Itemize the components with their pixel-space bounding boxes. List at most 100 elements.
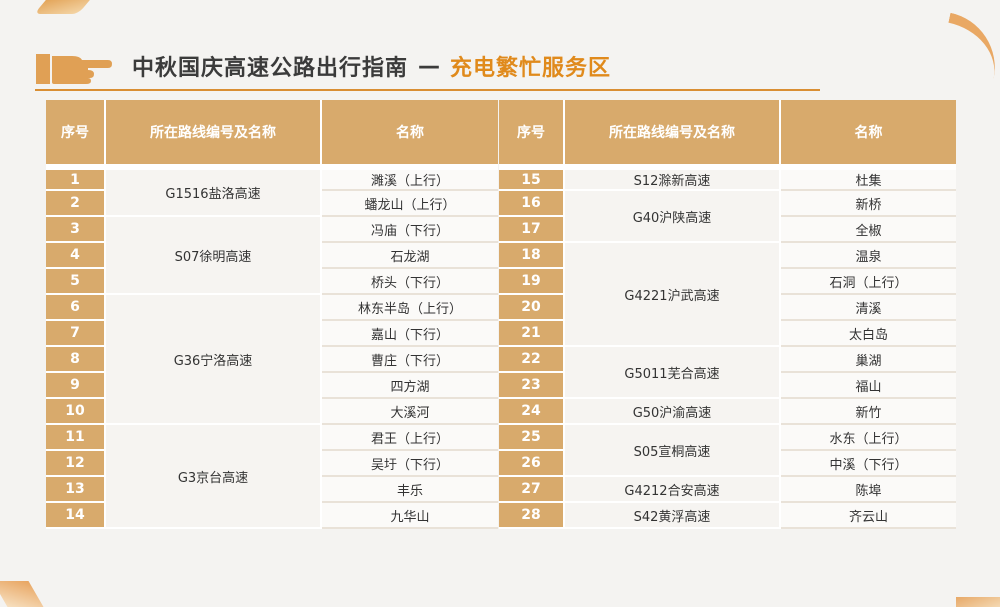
service-area-name-cell: 新桥	[781, 191, 956, 217]
service-area-name-cell: 四方湖	[322, 373, 498, 399]
service-area-name-cell: 濉溪（上行）	[322, 164, 498, 191]
table-row: 13 丰乐	[46, 477, 498, 503]
seq-cell: 4	[46, 243, 106, 269]
seq-cell: 6	[46, 295, 106, 321]
service-area-name-cell: 桥头（下行）	[322, 269, 498, 295]
table-row: 25 S05宣桐高速 水东（上行）	[499, 425, 956, 477]
table-row: 28 S42黄浮高速 齐云山	[499, 503, 956, 529]
title-accent: 充电繁忙服务区	[450, 56, 612, 81]
route-cell: S42黄浮高速	[565, 503, 781, 529]
service-area-name-cell: 君王（上行）	[322, 425, 498, 451]
header-name: 名称	[322, 100, 498, 164]
table-row: 15 S12滁新高速 杜集	[499, 164, 956, 191]
table-row: 27 G4212合安高速 陈埠	[499, 477, 956, 503]
page-title: 中秋国庆高速公路出行指南 — 充电繁忙服务区	[132, 48, 611, 84]
route-cell: G4221沪武高速	[565, 243, 781, 347]
service-area-name-cell: 林东半岛（上行）	[322, 295, 498, 321]
table-row: 10 大溪河	[46, 399, 498, 425]
seq-cell: 18	[499, 243, 565, 269]
route-cell: G4212合安高速	[565, 477, 781, 503]
title-divider	[35, 89, 820, 91]
service-area-name-cell: 石龙湖	[322, 243, 498, 269]
route-cell: G1516盐洛高速	[106, 164, 322, 217]
service-area-name-cell: 巢湖	[781, 347, 956, 373]
table-row: 23 福山	[499, 373, 956, 399]
pointing-hand-icon	[36, 54, 112, 84]
service-area-name-cell: 石洞（上行）	[781, 269, 956, 295]
seq-cell: 27	[499, 477, 565, 503]
table-row: 5 桥头（下行）	[46, 269, 498, 295]
corner-swoosh-top-right	[938, 12, 1000, 80]
seq-cell: 1	[46, 164, 106, 191]
route-cell: G3京台高速	[106, 425, 322, 529]
title-main: 中秋国庆高速公路出行指南	[132, 56, 409, 81]
route-cell: G5011芜合高速	[565, 347, 781, 399]
table-row: 8 曹庄（下行）	[46, 347, 498, 373]
table-row: 16 G40沪陕高速 新桥	[499, 191, 956, 243]
table-row: 9 四方湖	[46, 373, 498, 399]
service-area-name-cell: 清溪	[781, 295, 956, 321]
seq-cell: 15	[499, 164, 565, 191]
service-area-name-cell: 水东（上行）	[781, 425, 956, 451]
route-cell: G50沪渝高速	[565, 399, 781, 425]
header-seq: 序号	[46, 100, 106, 164]
seq-cell: 9	[46, 373, 106, 399]
title-dash: —	[418, 53, 441, 79]
table-row: 18 G4221沪武高速 温泉	[499, 243, 956, 347]
seq-cell: 23	[499, 373, 565, 399]
seq-cell: 16	[499, 191, 565, 217]
header-route: 所在路线编号及名称	[106, 100, 322, 164]
service-area-name-cell: 中溪（下行）	[781, 451, 956, 477]
table-row: 3 S07徐明高速 冯庙（下行）	[46, 217, 498, 295]
seq-cell: 11	[46, 425, 106, 451]
service-area-name-cell: 齐云山	[781, 503, 956, 529]
table-row: 6 G36宁洛高速 林东半岛（上行）	[46, 295, 498, 425]
table-row: 26 中溪（下行）	[499, 451, 956, 477]
corner-ribbon-bottom-right	[956, 597, 1000, 607]
service-area-name-cell: 全椒	[781, 217, 956, 243]
route-cell: G36宁洛高速	[106, 295, 322, 425]
table-row: 14 九华山	[46, 503, 498, 529]
service-area-table-right: 序号 所在路线编号及名称 名称 15 S12滁新高速 杜集 16 G40沪陕高速 新桥 17…	[499, 100, 956, 529]
service-area-name-cell: 新竹	[781, 399, 956, 425]
seq-cell: 19	[499, 269, 565, 295]
service-area-name-cell: 大溪河	[322, 399, 498, 425]
service-area-name-cell: 陈埠	[781, 477, 956, 503]
seq-cell: 14	[46, 503, 106, 529]
seq-cell: 5	[46, 269, 106, 295]
seq-cell: 22	[499, 347, 565, 373]
table-row: 22 G5011芜合高速 巢湖	[499, 347, 956, 399]
service-area-name-cell: 曹庄（下行）	[322, 347, 498, 373]
header-name: 名称	[781, 100, 956, 164]
service-area-name-cell: 九华山	[322, 503, 498, 529]
seq-cell: 8	[46, 347, 106, 373]
seq-cell: 20	[499, 295, 565, 321]
table-row: 24 G50沪渝高速 新竹	[499, 399, 956, 425]
service-area-name-cell: 太白岛	[781, 321, 956, 347]
corner-ribbon-top-left	[34, 0, 90, 14]
route-cell: S12滁新高速	[565, 164, 781, 191]
table-row: 2 蟠龙山（上行）	[46, 191, 498, 217]
seq-cell: 2	[46, 191, 106, 217]
table-row: 19 石洞（上行）	[499, 269, 956, 295]
service-area-name-cell: 冯庙（下行）	[322, 217, 498, 243]
seq-cell: 28	[499, 503, 565, 529]
seq-cell: 25	[499, 425, 565, 451]
seq-cell: 13	[46, 477, 106, 503]
table-body-right: 15 S12滁新高速 杜集 16 G40沪陕高速 新桥 17 全椒 18 G4221沪武高速 温泉 1…	[499, 164, 956, 529]
corner-ribbon-bottom-left	[0, 581, 44, 607]
table-row: 12 吴圩（下行）	[46, 451, 498, 477]
service-area-table-left: 序号 所在路线编号及名称 名称 1 G1516盐洛高速 濉溪（上行） 2 蟠龙山（上行）…	[46, 100, 498, 529]
table-row: 1 G1516盐洛高速 濉溪（上行）	[46, 164, 498, 217]
seq-cell: 17	[499, 217, 565, 243]
table-row: 11 G3京台高速 君王（上行）	[46, 425, 498, 529]
table-row: 20 清溪	[499, 295, 956, 321]
table-row: 7 嘉山（下行）	[46, 321, 498, 347]
seq-cell: 12	[46, 451, 106, 477]
service-area-name-cell: 温泉	[781, 243, 956, 269]
seq-cell: 21	[499, 321, 565, 347]
seq-cell: 10	[46, 399, 106, 425]
route-cell: G40沪陕高速	[565, 191, 781, 243]
service-area-name-cell: 蟠龙山（上行）	[322, 191, 498, 217]
seq-cell: 26	[499, 451, 565, 477]
